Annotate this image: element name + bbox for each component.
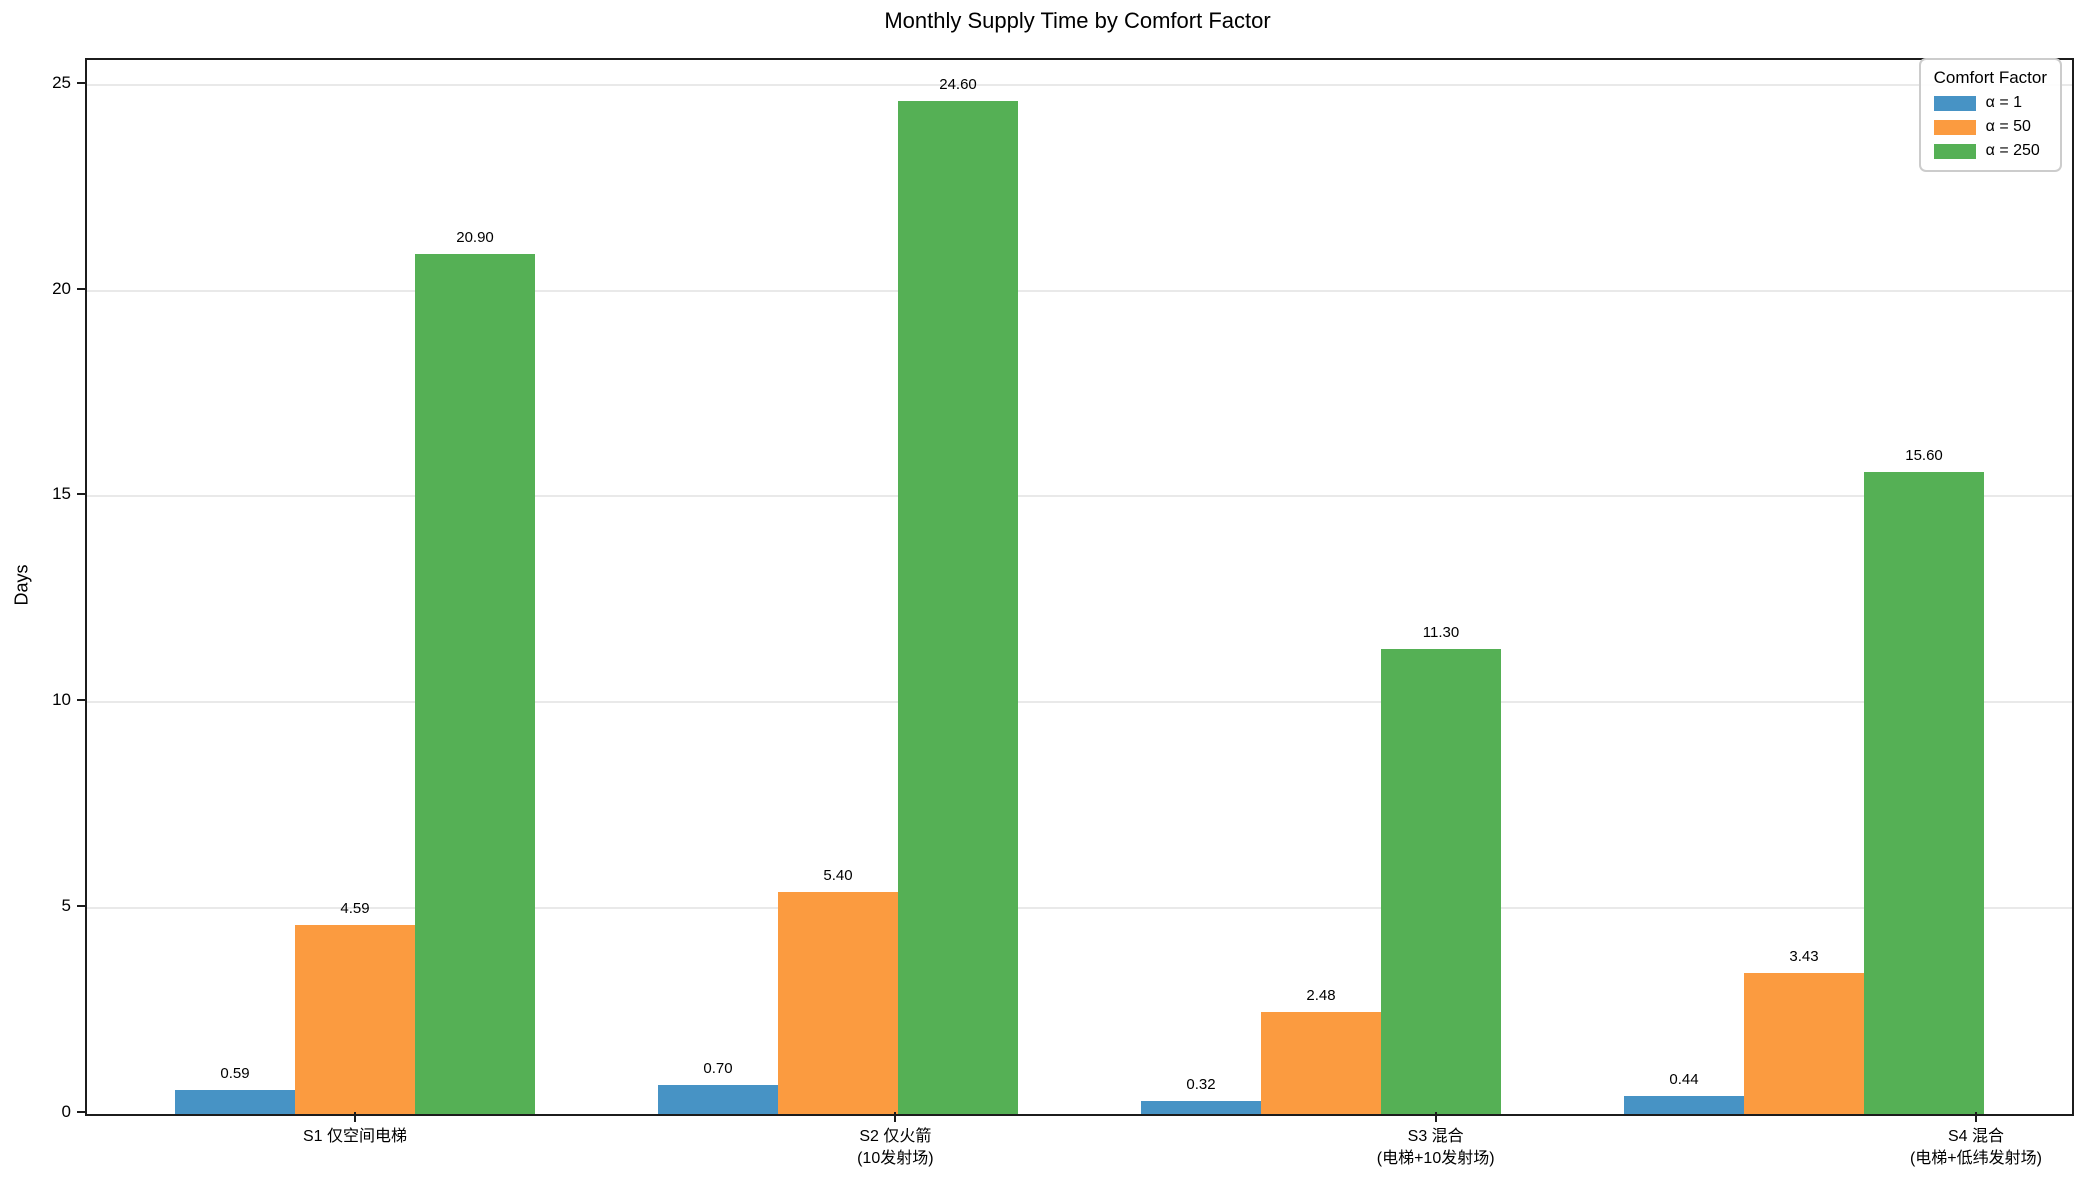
legend-label: α = 1 xyxy=(1985,94,2023,111)
bar-value-label: 0.32 xyxy=(1186,1075,1216,1093)
bar: 15.60 xyxy=(1864,447,1984,1114)
bar-group: 0.44 3.43 15.60 xyxy=(1624,60,1984,1114)
y-tick-mark xyxy=(77,287,86,290)
bar-groups: 0.59 4.59 20.90 0.70 5.40 24.60 0.32 2.48 11.30 0… xyxy=(87,60,2072,1114)
x-tick-mark xyxy=(894,1112,897,1122)
bar-value-label: 4.59 xyxy=(340,900,370,918)
x-tick-label-line: (电梯+低纬发射场) xyxy=(1909,1150,2042,1167)
x-tick-label: S1 仅空间电梯 xyxy=(175,1126,535,1148)
y-tick-mark xyxy=(77,493,86,496)
y-tick-label: 0 xyxy=(61,1102,71,1121)
x-tick-label-line: S2 仅火箭 xyxy=(859,1128,932,1145)
y-tick-label: 10 xyxy=(52,690,71,710)
y-tick-mark xyxy=(77,1111,86,1113)
bar-group: 0.70 5.40 24.60 xyxy=(658,60,1018,1114)
x-tick-label: S4 混合 (电梯+低纬发射场) xyxy=(1796,1126,2085,1170)
y-tick-label: 5 xyxy=(61,896,71,916)
bar-value-label: 5.40 xyxy=(823,866,853,884)
x-category: S4 混合 (电梯+低纬发射场) xyxy=(1796,1112,2085,1170)
y-axis-label: Days xyxy=(11,564,32,606)
legend-swatch xyxy=(1933,143,1976,159)
bar-value-label: 2.48 xyxy=(1306,986,1336,1004)
bar-value-label: 24.60 xyxy=(939,76,977,94)
legend: Comfort Factor α = 1 α = 50 α = 250 xyxy=(1918,58,2062,172)
bar-value-label: 20.90 xyxy=(456,228,494,246)
x-axis: S1 仅空间电梯 S2 仅火箭 (10发射场) S3 混合 (电梯+10发射场) S4 混… xyxy=(87,1112,2085,1170)
y-tick-mark xyxy=(77,905,86,908)
bar: 0.44 xyxy=(1624,1071,1744,1114)
legend-title: Comfort Factor xyxy=(1933,68,2047,87)
bar: 11.30 xyxy=(1381,624,1501,1114)
bar-group: 0.59 4.59 20.90 xyxy=(175,60,535,1114)
x-tick-label-line: (电梯+10发射场) xyxy=(1376,1150,1495,1167)
y-tick-label: 25 xyxy=(52,72,71,92)
y-tick-label: 15 xyxy=(52,484,71,504)
x-tick-label-line: S3 混合 xyxy=(1407,1128,1464,1145)
x-category: S2 仅火箭 (10发射场) xyxy=(715,1112,1075,1170)
bar: 20.90 xyxy=(415,229,535,1114)
bar: 0.59 xyxy=(175,1065,295,1114)
chart-title: Monthly Supply Time by Comfort Factor xyxy=(884,8,1271,33)
x-tick-label-line: (10发射场) xyxy=(857,1150,934,1167)
bar: 5.40 xyxy=(778,867,898,1114)
x-tick-mark xyxy=(354,1112,356,1122)
plot-area: 0.59 4.59 20.90 0.70 5.40 24.60 0.32 2.48 11.30 0… xyxy=(85,58,2074,1116)
x-category: S1 仅空间电梯 xyxy=(175,1112,535,1170)
legend-label: α = 250 xyxy=(1985,142,2040,159)
bar: 4.59 xyxy=(295,900,415,1114)
bar: 0.32 xyxy=(1141,1076,1261,1114)
bar-value-label: 15.60 xyxy=(1905,446,1943,464)
gridline xyxy=(87,289,2072,292)
gridline xyxy=(87,83,2072,86)
legend-rows: α = 1 α = 50 α = 250 xyxy=(1933,94,2047,160)
bar-group: 0.32 2.48 11.30 xyxy=(1141,60,1501,1114)
y-tick-label: 20 xyxy=(52,278,71,298)
legend-label: α = 50 xyxy=(1985,118,2031,135)
legend-entry: α = 1 xyxy=(1933,94,2047,112)
bar-value-label: 0.70 xyxy=(703,1060,733,1078)
x-tick-mark xyxy=(1974,1112,1977,1122)
x-tick-label: S3 混合 (电梯+10发射场) xyxy=(1256,1126,1616,1170)
bar-value-label: 11.30 xyxy=(1422,623,1460,641)
x-tick-mark xyxy=(1434,1112,1437,1122)
bar: 0.70 xyxy=(658,1060,778,1114)
y-tick-mark xyxy=(77,81,86,84)
bar-value-label: 3.43 xyxy=(1789,947,1819,965)
y-tick-mark xyxy=(77,699,86,702)
bar: 3.43 xyxy=(1744,948,1864,1114)
gridline xyxy=(87,495,2072,498)
gridline xyxy=(87,701,2072,704)
gridline xyxy=(87,907,2072,910)
bar-value-label: 0.44 xyxy=(1669,1070,1699,1088)
legend-swatch xyxy=(1933,119,1976,135)
bar: 2.48 xyxy=(1261,987,1381,1114)
legend-swatch xyxy=(1933,95,1976,111)
x-tick-label: S2 仅火箭 (10发射场) xyxy=(715,1126,1075,1170)
x-category: S3 混合 (电梯+10发射场) xyxy=(1256,1112,1616,1170)
legend-entry: α = 250 xyxy=(1933,142,2047,160)
x-tick-label-line: S4 混合 xyxy=(1947,1128,2004,1145)
bar-value-label: 0.59 xyxy=(220,1064,250,1082)
x-tick-label-line: S1 仅空间电梯 xyxy=(302,1128,408,1145)
legend-entry: α = 50 xyxy=(1933,118,2047,136)
bar: 24.60 xyxy=(898,76,1018,1114)
